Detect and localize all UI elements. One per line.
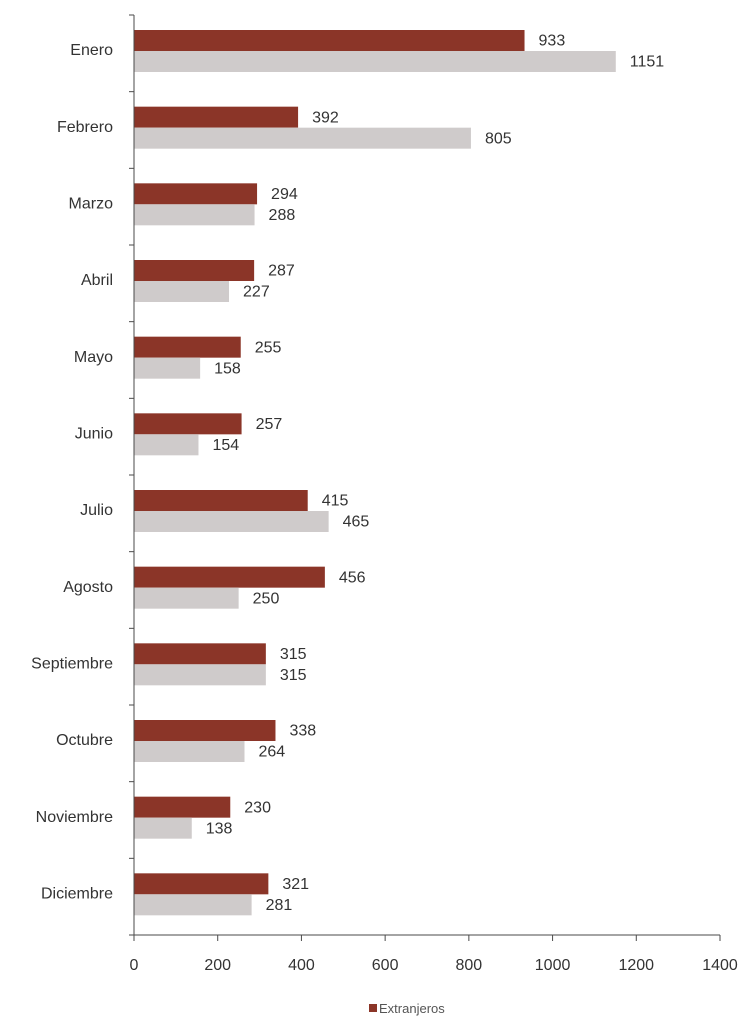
data-label-series2-julio: 465	[343, 514, 370, 531]
data-label-series2-agosto: 250	[253, 590, 280, 607]
data-label-series1-agosto: 456	[339, 569, 366, 586]
bar-series2-octubre	[134, 741, 245, 762]
bars-layer	[134, 30, 616, 916]
data-label-series2-septiembre: 315	[280, 667, 307, 684]
bar-series2-marzo	[134, 204, 255, 226]
data-label-series1-marzo: 294	[271, 186, 298, 203]
data-label-series2-febrero: 805	[485, 130, 512, 147]
axes-layer: Enero Febrero Marzo Abril Mayo Junio Julio Agos…	[31, 14, 738, 974]
data-label-series1-junio: 257	[256, 416, 283, 433]
data-label-series1-septiembre: 315	[280, 646, 307, 663]
x-tick-label: 600	[372, 957, 399, 974]
data-label-series1-noviembre: 230	[244, 799, 271, 816]
x-tick-label: 1200	[618, 957, 654, 974]
category-label-enero: Enero	[70, 42, 113, 59]
category-label-diciembre: Diciembre	[41, 886, 113, 903]
bar-series1-junio	[134, 413, 242, 435]
data-label-series2-enero: 1151	[630, 54, 665, 71]
data-label-series1-diciembre: 321	[282, 876, 309, 893]
data-label-series2-marzo: 288	[269, 207, 296, 224]
bar-series2-febrero	[134, 127, 471, 149]
data-labels-layer: 933 1151 392 805 294 288 287 227 255 158 257 154 415…	[206, 33, 665, 914]
category-label-agosto: Agosto	[63, 579, 113, 596]
x-tick-label: 1400	[702, 957, 738, 974]
data-label-series2-abril: 227	[243, 284, 270, 301]
bar-series2-mayo	[134, 357, 201, 379]
category-label-junio: Junio	[75, 426, 113, 443]
bar-series2-diciembre	[134, 894, 252, 916]
data-label-series1-febrero: 392	[312, 109, 339, 126]
legend: Extranjeros	[369, 1001, 445, 1016]
data-label-series2-noviembre: 138	[206, 820, 233, 837]
category-label-octubre: Octubre	[56, 732, 113, 749]
category-label-septiembre: Septiembre	[31, 656, 113, 673]
legend-swatch	[369, 1004, 377, 1012]
bar-series1-agosto	[134, 566, 325, 588]
x-tick-label: 400	[288, 957, 315, 974]
category-label-marzo: Marzo	[69, 196, 114, 213]
x-tick-label: 800	[456, 957, 483, 974]
bar-series1-septiembre	[134, 643, 266, 665]
data-label-series1-octubre: 338	[289, 723, 316, 740]
bar-series1-mayo	[134, 336, 241, 358]
bar-series1-julio	[134, 490, 308, 511]
bar-series1-octubre	[134, 720, 276, 741]
bar-series1-abril	[134, 260, 255, 281]
bar-series1-diciembre	[134, 873, 269, 895]
bar-series2-junio	[134, 434, 199, 456]
x-tick-label: 0	[130, 957, 139, 974]
data-label-series2-octubre: 264	[259, 744, 286, 761]
category-label-mayo: Mayo	[74, 349, 113, 366]
category-label-noviembre: Noviembre	[36, 809, 113, 826]
data-label-series2-junio: 154	[212, 437, 239, 454]
bar-series1-enero	[134, 30, 525, 51]
data-label-series1-abril: 287	[268, 263, 295, 280]
bar-series1-noviembre	[134, 796, 231, 818]
category-label-febrero: Febrero	[57, 119, 113, 136]
data-label-series2-mayo: 158	[214, 360, 241, 377]
bar-series2-noviembre	[134, 817, 192, 839]
x-tick-label: 200	[204, 957, 231, 974]
category-label-julio: Julio	[80, 502, 113, 519]
bar-series2-septiembre	[134, 664, 266, 686]
data-label-series2-diciembre: 281	[266, 897, 293, 914]
x-tick-label: 1000	[535, 957, 571, 974]
bar-series1-febrero	[134, 106, 299, 128]
category-label-abril: Abril	[81, 272, 113, 289]
data-label-series1-julio: 415	[322, 493, 349, 510]
bar-series2-enero	[134, 51, 616, 72]
data-label-series1-enero: 933	[539, 33, 566, 50]
bar-series2-julio	[134, 511, 329, 532]
bar-series2-agosto	[134, 587, 239, 609]
bar-series2-abril	[134, 281, 230, 302]
legend-label: Extranjeros	[379, 1001, 445, 1016]
bar-series1-marzo	[134, 183, 258, 205]
data-label-series1-mayo: 255	[255, 339, 282, 356]
